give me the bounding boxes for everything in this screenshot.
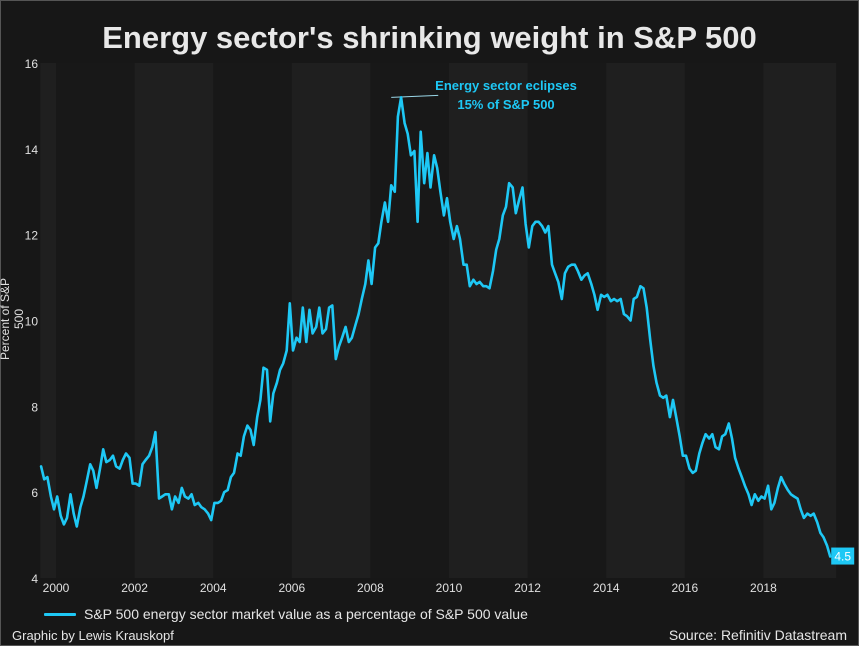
x-tick-label: 2016 [671, 581, 698, 595]
y-tick-label: 4 [31, 572, 38, 586]
y-tick-label: 8 [31, 400, 38, 414]
credit-text: Graphic by Lewis Krauskopf [12, 628, 174, 643]
legend-label: S&P 500 energy sector market value as a … [84, 606, 528, 622]
last-value-label-group: 4.5 [831, 547, 855, 565]
legend-swatch [44, 612, 76, 616]
y-axis-label: Percent of S&P 500 [0, 277, 26, 361]
chart-title: Energy sector's shrinking weight in S&P … [102, 20, 757, 55]
annotation-line-1: Energy sector eclipses [435, 78, 577, 93]
y-tick-label: 14 [25, 143, 39, 157]
shaded-band [449, 63, 528, 578]
shaded-band [40, 63, 56, 578]
x-tick-label: 2012 [514, 581, 541, 595]
annotation-leader-line [391, 94, 439, 98]
x-tick-label: 2018 [750, 581, 777, 595]
y-tick-label: 10 [25, 315, 39, 329]
y-axis-ticks: 4 6 8 10 12 14 16 [25, 57, 39, 586]
shaded-bands [40, 63, 837, 578]
x-tick-label: 2010 [436, 581, 463, 595]
x-tick-label: 2008 [357, 581, 384, 595]
x-tick-label: 2006 [278, 581, 305, 595]
x-tick-label: 2002 [121, 581, 148, 595]
last-value-badge [831, 547, 855, 565]
x-tick-label: 2000 [43, 581, 70, 595]
annotation-group: Energy sector eclipses 15% of S&P 500 [391, 78, 577, 112]
source-text: Source: Refinitiv Datastream [668, 627, 847, 643]
x-axis-ticks: 2000 2002 2004 2006 2008 2010 2012 2014 2016 2018 [43, 581, 777, 595]
series-group [39, 96, 832, 558]
y-tick-label: 12 [25, 229, 39, 243]
last-value-label: 4.5 [834, 550, 851, 564]
legend: S&P 500 energy sector market value as a … [44, 606, 528, 622]
x-tick-label: 2014 [593, 581, 620, 595]
y-tick-label: 16 [25, 57, 39, 71]
annotation-line-2: 15% of S&P 500 [457, 97, 554, 112]
shaded-band [763, 63, 837, 578]
series-line [39, 96, 832, 558]
y-tick-label: 6 [31, 486, 38, 500]
shaded-band [606, 63, 685, 578]
x-tick-label: 2004 [200, 581, 227, 595]
shaded-band [134, 63, 214, 578]
